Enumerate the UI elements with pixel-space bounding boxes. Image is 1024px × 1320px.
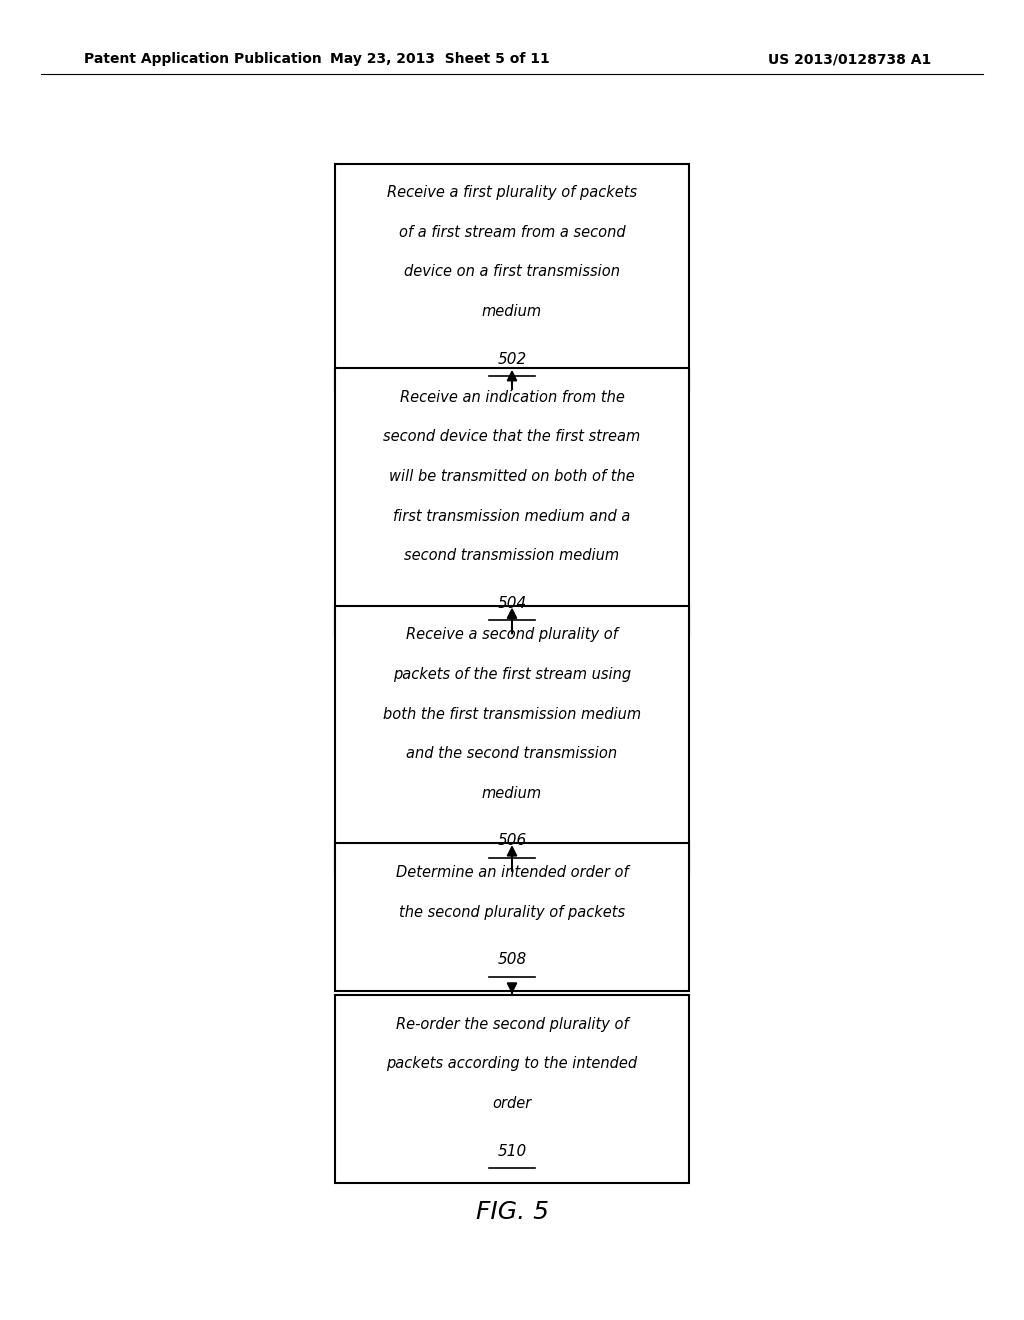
FancyBboxPatch shape: [336, 995, 688, 1183]
Text: both the first transmission medium: both the first transmission medium: [383, 706, 641, 722]
Text: 508: 508: [498, 952, 526, 968]
Text: order: order: [493, 1096, 531, 1111]
Text: packets of the first stream using: packets of the first stream using: [393, 667, 631, 682]
Text: 502: 502: [498, 351, 526, 367]
FancyBboxPatch shape: [336, 606, 688, 873]
Text: FIG. 5: FIG. 5: [475, 1200, 549, 1224]
Text: Patent Application Publication: Patent Application Publication: [84, 53, 322, 66]
Text: of a first stream from a second: of a first stream from a second: [398, 224, 626, 240]
Text: medium: medium: [482, 785, 542, 801]
Text: 510: 510: [498, 1143, 526, 1159]
Text: Determine an intended order of: Determine an intended order of: [395, 865, 629, 880]
Text: first transmission medium and a: first transmission medium and a: [393, 508, 631, 524]
Text: May 23, 2013  Sheet 5 of 11: May 23, 2013 Sheet 5 of 11: [331, 53, 550, 66]
Text: 506: 506: [498, 833, 526, 849]
Text: the second plurality of packets: the second plurality of packets: [399, 904, 625, 920]
FancyBboxPatch shape: [336, 368, 688, 635]
FancyBboxPatch shape: [336, 843, 688, 991]
Text: second device that the first stream: second device that the first stream: [383, 429, 641, 445]
Text: will be transmitted on both of the: will be transmitted on both of the: [389, 469, 635, 484]
Text: 504: 504: [498, 595, 526, 611]
Text: device on a first transmission: device on a first transmission: [404, 264, 620, 280]
Text: Receive a second plurality of: Receive a second plurality of: [407, 627, 617, 643]
FancyBboxPatch shape: [336, 164, 688, 391]
Text: packets according to the intended: packets according to the intended: [386, 1056, 638, 1072]
Text: Re-order the second plurality of: Re-order the second plurality of: [395, 1016, 629, 1032]
Text: US 2013/0128738 A1: US 2013/0128738 A1: [768, 53, 932, 66]
Text: Receive an indication from the: Receive an indication from the: [399, 389, 625, 405]
Text: Receive a first plurality of packets: Receive a first plurality of packets: [387, 185, 637, 201]
Text: medium: medium: [482, 304, 542, 319]
Text: and the second transmission: and the second transmission: [407, 746, 617, 762]
Text: second transmission medium: second transmission medium: [404, 548, 620, 564]
